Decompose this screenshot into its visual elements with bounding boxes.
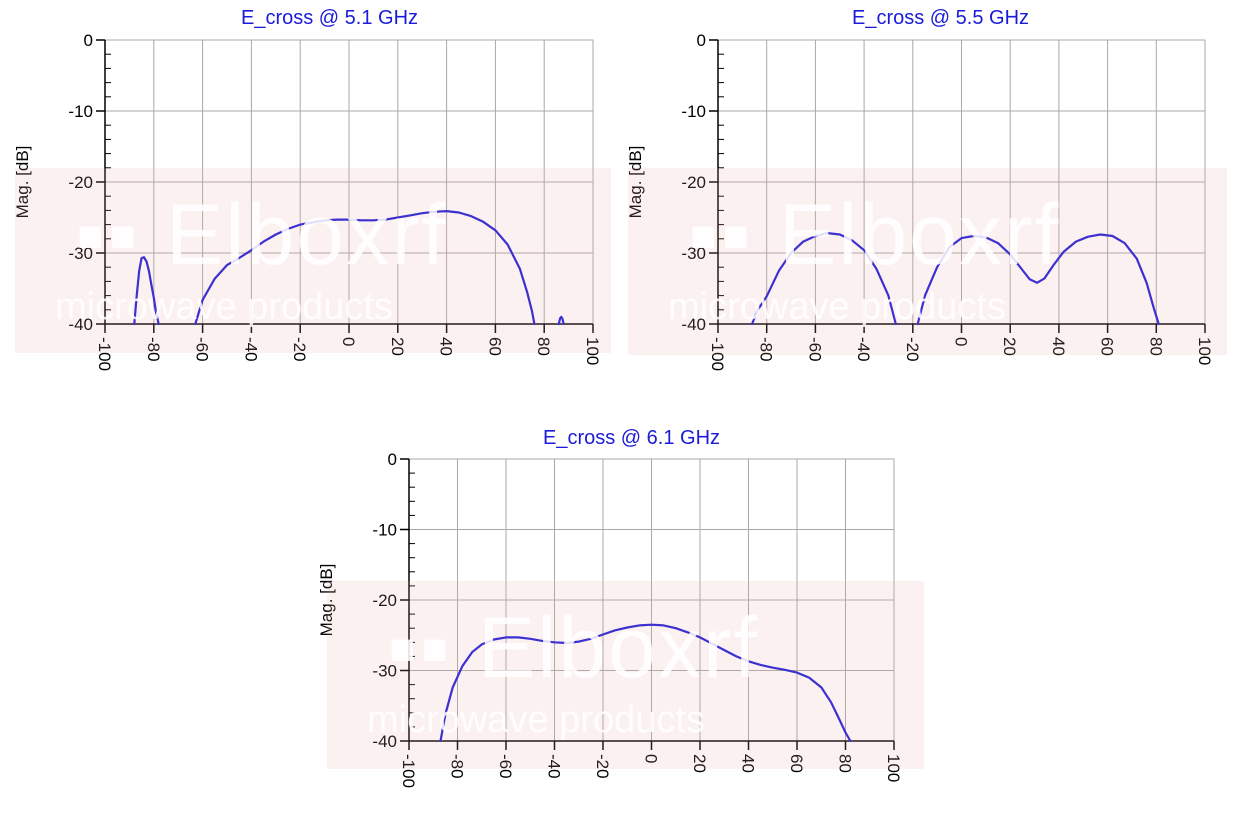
x-tick-label: 0 (642, 754, 661, 763)
x-tick-label: 100 (884, 754, 903, 782)
series-line-segment (557, 315, 565, 326)
y-tick-label: -10 (681, 102, 706, 121)
x-tick-label: -100 (399, 754, 418, 788)
x-tick-label: -40 (545, 754, 564, 779)
y-tick-label: 0 (388, 450, 397, 469)
y-tick-label: 0 (697, 31, 706, 50)
chart-svg-2: 0-10-20-30-40-100 -80 -60 -40 -20 0 20 40 60 80 10… (626, 31, 1214, 371)
y-axis-label: Mag. [dB] (317, 564, 336, 637)
series-line-segment (194, 210, 536, 326)
x-tick-label: -20 (290, 337, 309, 362)
x-tick-label: -60 (496, 754, 515, 779)
series-line-segment (439, 623, 852, 743)
y-axis-label: Mag. [dB] (13, 146, 32, 219)
x-tick-label: 60 (485, 337, 504, 356)
x-tick-label: -20 (903, 337, 922, 362)
y-tick-label: -40 (68, 315, 93, 334)
watermark-logo-3: ▪▪ Elboxrf (387, 600, 760, 696)
x-tick-label: 20 (388, 337, 407, 356)
y-tick-label: -40 (681, 315, 706, 334)
chart-svg-3: 0-10-20-30-40-100 -80 -60 -40 -20 0 20 40 60 80 10… (317, 450, 903, 788)
x-tick-label: -20 (593, 754, 612, 779)
series-line-segment (916, 233, 1160, 326)
x-tick-label: 100 (1195, 337, 1214, 365)
y-tick-label: -30 (372, 662, 397, 681)
x-tick-label: -100 (95, 337, 114, 371)
x-tick-label: -60 (193, 337, 212, 362)
watermark-2: ▪▪ Elboxrf microwave products (628, 168, 1227, 355)
watermark-logo-1: ▪▪ Elboxrf (75, 187, 448, 283)
y-axis-label: Mag. [dB] (626, 146, 645, 219)
x-tick-label: 80 (1146, 337, 1165, 356)
x-tick-label: -80 (144, 337, 163, 362)
x-tick-label: -40 (854, 337, 873, 362)
series-line-segment (751, 232, 897, 326)
y-tick-label: -20 (372, 591, 397, 610)
series-line-segment (133, 256, 160, 326)
watermark-1: ▪▪ Elboxrf microwave products (15, 168, 611, 353)
x-tick-label: 40 (1049, 337, 1068, 356)
chart-panel-3: ▪▪ Elboxrf microwave products E_cross @ … (300, 418, 940, 815)
x-tick-label: 20 (690, 754, 709, 773)
x-tick-label: -80 (757, 337, 776, 362)
chart-title-1: E_cross @ 5.1 GHz (241, 7, 419, 29)
x-tick-label: 60 (787, 754, 806, 773)
y-tick-label: -10 (372, 521, 397, 540)
y-tick-label: -20 (68, 173, 93, 192)
x-tick-label: -80 (448, 754, 467, 779)
x-tick-label: 40 (739, 754, 758, 773)
chart-panel-2: ▪▪ Elboxrf microwave products E_cross @ … (612, 0, 1243, 395)
watermark-logo-2: ▪▪ Elboxrf (688, 187, 1061, 283)
x-tick-label: 40 (437, 337, 456, 356)
y-tick-label: -20 (681, 173, 706, 192)
x-tick-label: 60 (1098, 337, 1117, 356)
x-tick-label: 100 (583, 337, 602, 365)
x-tick-label: 80 (534, 337, 553, 356)
x-tick-label: 0 (952, 337, 971, 346)
y-tick-label: -30 (68, 244, 93, 263)
watermark-tagline-3: microwave products (367, 699, 705, 741)
watermark-tagline-2: microwave products (668, 286, 1006, 328)
y-tick-label: -30 (681, 244, 706, 263)
x-tick-label: 20 (1000, 337, 1019, 356)
chart-svg-1: 0-10-20-30-40-100 -80 -60 -40 -20 0 20 40 60 80 10… (13, 31, 602, 371)
watermark-3: ▪▪ Elboxrf microwave products (327, 581, 924, 769)
chart-panel-1: ▪▪ Elboxrf microwave products E_cross @ … (0, 0, 620, 395)
x-tick-label: -100 (708, 337, 727, 371)
watermark-tagline-1: microwave products (55, 286, 393, 328)
x-tick-label: 0 (339, 337, 358, 346)
chart-title-2: E_cross @ 5.5 GHz (852, 7, 1030, 29)
x-tick-label: -40 (241, 337, 260, 362)
chart-title-3: E_cross @ 6.1 GHz (543, 427, 721, 449)
y-tick-label: -40 (372, 732, 397, 751)
y-tick-label: 0 (84, 31, 93, 50)
y-tick-label: -10 (68, 102, 93, 121)
x-tick-label: 80 (836, 754, 855, 773)
x-tick-label: -60 (805, 337, 824, 362)
